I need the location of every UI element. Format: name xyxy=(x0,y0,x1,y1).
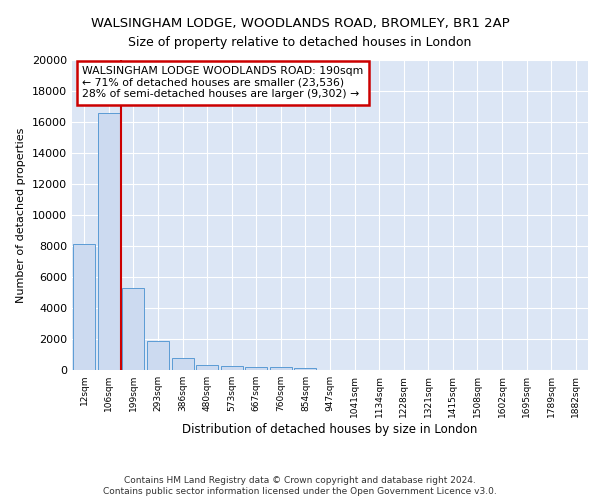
Text: Size of property relative to detached houses in London: Size of property relative to detached ho… xyxy=(128,36,472,49)
Bar xyxy=(73,244,95,370)
Bar xyxy=(147,342,169,370)
Text: WALSINGHAM LODGE WOODLANDS ROAD: 190sqm
← 71% of detached houses are smaller (23: WALSINGHAM LODGE WOODLANDS ROAD: 190sqm … xyxy=(82,66,364,100)
Bar xyxy=(245,367,268,370)
Bar xyxy=(98,112,120,370)
Bar xyxy=(221,366,243,370)
Text: Contains public sector information licensed under the Open Government Licence v3: Contains public sector information licen… xyxy=(103,488,497,496)
Y-axis label: Number of detached properties: Number of detached properties xyxy=(16,128,26,302)
Text: WALSINGHAM LODGE, WOODLANDS ROAD, BROMLEY, BR1 2AP: WALSINGHAM LODGE, WOODLANDS ROAD, BROMLE… xyxy=(91,18,509,30)
X-axis label: Distribution of detached houses by size in London: Distribution of detached houses by size … xyxy=(182,422,478,436)
Bar xyxy=(270,367,292,370)
Bar xyxy=(172,358,194,370)
Text: Contains HM Land Registry data © Crown copyright and database right 2024.: Contains HM Land Registry data © Crown c… xyxy=(124,476,476,485)
Bar xyxy=(196,365,218,370)
Bar xyxy=(295,368,316,370)
Bar xyxy=(122,288,145,370)
